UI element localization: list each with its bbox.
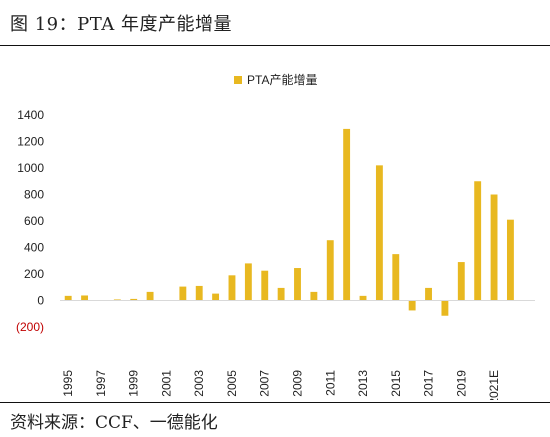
y-tick-label: 1000 xyxy=(17,161,44,175)
bar-2010 xyxy=(310,291,318,301)
x-tick-label: 1995 xyxy=(61,370,75,397)
figure-title: 图 19：PTA 年度产能增量 xyxy=(10,14,232,35)
x-tick-label: 2009 xyxy=(291,370,305,397)
x-tick-label: 2011 xyxy=(323,370,337,396)
bar-2022E xyxy=(506,219,514,301)
bar-2017 xyxy=(425,287,432,301)
legend-label: PTA产能增量 xyxy=(247,73,317,87)
bar-2011 xyxy=(326,240,334,301)
bar-chart: PTA产能增量 (200) 0 200 400 600 800 1000 1200 1400 1… xyxy=(16,73,535,400)
y-tick-label: 600 xyxy=(24,214,44,228)
bar-2005 xyxy=(228,275,236,301)
bar-2016 xyxy=(408,300,416,311)
y-tick-label: 400 xyxy=(24,241,44,255)
x-tick-label: 2019 xyxy=(454,370,468,397)
source-divider xyxy=(0,402,550,403)
x-tick-label: 2021E xyxy=(487,370,501,400)
plot-area xyxy=(64,128,514,316)
bar-2003 xyxy=(195,285,203,301)
legend: PTA产能增量 xyxy=(234,73,317,87)
bar-2018 xyxy=(441,300,449,316)
bar-1995 xyxy=(64,295,72,301)
y-tick-label: 1200 xyxy=(17,135,44,149)
bar-2006 xyxy=(244,263,252,301)
source-note: 资料来源：CCF、一德能化 xyxy=(10,413,218,433)
bar-2020 xyxy=(474,181,482,301)
bar-2014 xyxy=(375,165,383,301)
x-tick-label: 2015 xyxy=(389,370,403,397)
x-tick-label: 1997 xyxy=(94,370,108,397)
y-tick-label: 1400 xyxy=(17,108,44,122)
x-tick-label: 2013 xyxy=(356,370,370,397)
bar-2013 xyxy=(359,295,367,301)
title-divider xyxy=(0,45,550,46)
y-tick-label: 800 xyxy=(24,188,44,202)
bar-2002 xyxy=(179,286,187,301)
x-tick-label: 2017 xyxy=(422,370,436,397)
y-tick-label: (200) xyxy=(16,320,44,334)
x-tick-label: 2005 xyxy=(225,370,239,397)
legend-swatch xyxy=(234,76,242,84)
bar-2000 xyxy=(146,291,154,301)
x-axis: 1995 1997 1999 2001 2003 2005 2007 2009 2011 2013… xyxy=(60,300,535,400)
bar-2007 xyxy=(261,270,269,301)
bar-2021E xyxy=(490,194,498,301)
y-tick-label: 200 xyxy=(24,267,44,281)
bar-1999 xyxy=(130,298,138,301)
y-axis: (200) 0 200 400 600 800 1000 1200 1400 xyxy=(16,108,44,334)
bar-2008 xyxy=(277,287,285,301)
y-tick-label: 0 xyxy=(37,294,44,308)
x-tick-label: 1999 xyxy=(127,370,141,397)
x-tick-label: 2003 xyxy=(192,370,206,397)
bar-1998 xyxy=(113,299,121,301)
bar-2019 xyxy=(457,262,465,301)
bar-2009 xyxy=(294,268,301,301)
bar-1996 xyxy=(81,295,89,301)
bar-2004 xyxy=(212,293,220,301)
x-tick-label: 2001 xyxy=(159,370,173,397)
bar-2012 xyxy=(343,128,351,301)
x-tick-label: 2007 xyxy=(258,370,272,397)
bar-2015 xyxy=(392,254,400,301)
